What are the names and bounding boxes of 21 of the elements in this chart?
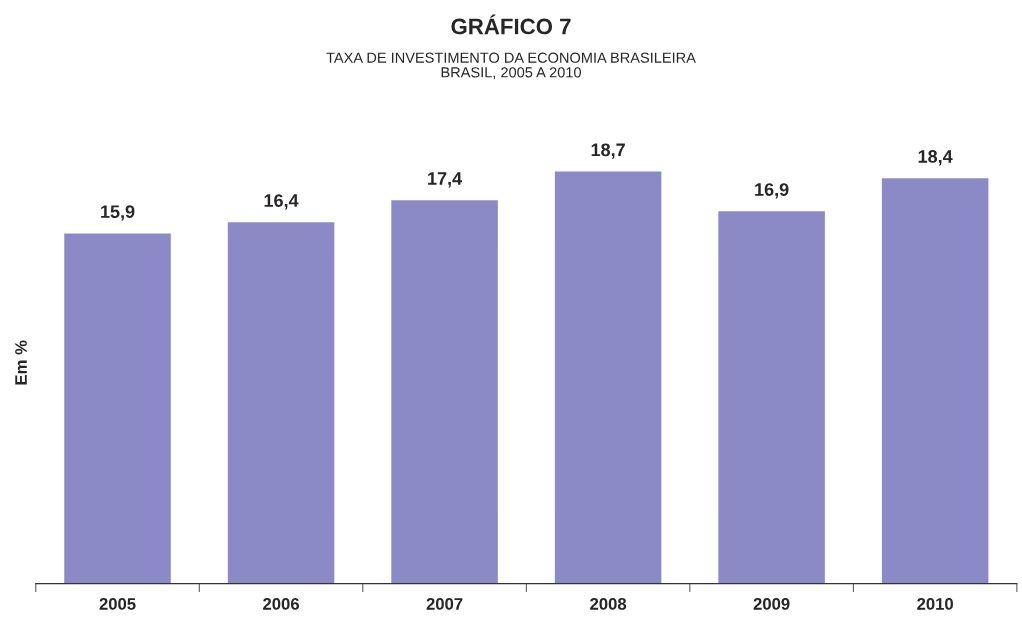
data-label: 16,4 bbox=[264, 194, 299, 210]
y-axis-title: Em % bbox=[15, 340, 27, 385]
data-label: 17,4 bbox=[428, 172, 463, 188]
x-tick-label: 2007 bbox=[426, 598, 463, 610]
chart-subtitle: TAXA DE INVESTIMENTO DA ECONOMIA BRASILEIRA BRASIL, 2005 A 2010 bbox=[326, 52, 696, 80]
bar bbox=[226, 220, 336, 584]
data-label: 18,4 bbox=[918, 150, 953, 166]
x-tick-label: 2005 bbox=[99, 598, 136, 610]
data-label: 15,9 bbox=[101, 205, 135, 221]
bar bbox=[716, 209, 827, 584]
x-tick-label: 2006 bbox=[263, 598, 299, 610]
x-tick-label: 2008 bbox=[590, 598, 627, 610]
bar bbox=[389, 198, 500, 584]
bar bbox=[880, 176, 990, 584]
bar bbox=[553, 170, 663, 584]
chart-title: GRÁFICO 7 bbox=[451, 14, 571, 35]
data-label: 16,9 bbox=[755, 183, 789, 199]
data-label: 18,7 bbox=[591, 143, 625, 159]
x-tick-label: 2010 bbox=[917, 598, 953, 610]
x-tick-label: 2009 bbox=[753, 598, 790, 610]
bar bbox=[62, 231, 173, 584]
